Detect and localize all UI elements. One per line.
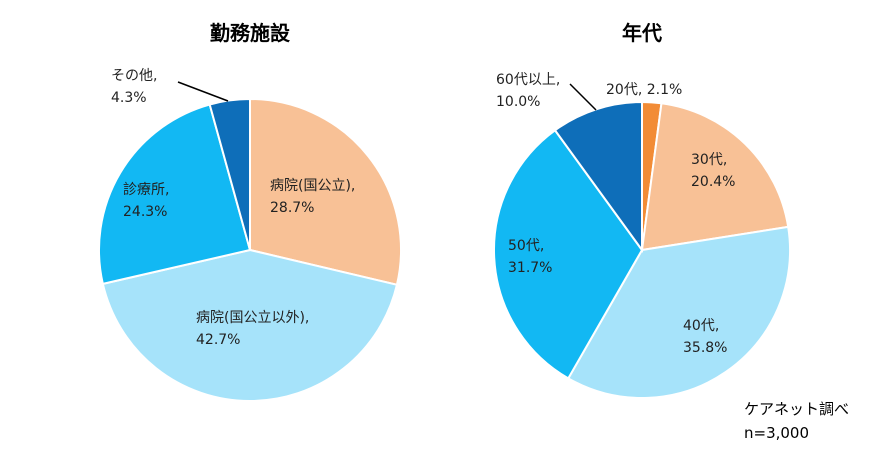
pie1-label-4: 60代以上, 10.0% — [496, 72, 560, 110]
pie0-label-2: 診療所, 24.3% — [123, 181, 169, 220]
pie1-slice-3 — [493, 128, 644, 380]
source-note: ケアネット調べ — [744, 400, 850, 418]
pie1-slice-2 — [566, 225, 791, 399]
age-pie — [493, 100, 791, 399]
pie0-label-3: その他, 4.3% — [111, 68, 157, 106]
pie0-slice-2 — [98, 103, 252, 286]
facility-pie — [98, 97, 402, 403]
chart-title-facility: 勤務施設 — [210, 21, 291, 45]
pie0-leader-3 — [177, 81, 229, 102]
pie1-label-2: 40代, 35.8% — [683, 318, 727, 356]
pie0-label-0: 病院(国公立), 28.7% — [270, 178, 355, 216]
pie1-slice-1 — [640, 102, 790, 252]
chart-title-age: 年代 — [622, 21, 662, 45]
pie1-leader-4 — [569, 83, 597, 111]
pie0-label-1: 病院(国公立以外), 42.7% — [196, 310, 309, 348]
pie1-label-0: 20代, 2.1% — [606, 82, 682, 98]
sample-size-note: n=3,000 — [744, 424, 810, 442]
pie1-label-1: 30代, 20.4% — [691, 152, 735, 190]
pie1-label-3: 50代, 31.7% — [508, 238, 552, 276]
slice-labels: 病院(国公立), 28.7% 病院(国公立以外), 42.7% 診療所, 24.3% その他… — [111, 68, 735, 356]
pie0-slice-1 — [101, 248, 399, 403]
pie0-slice-0 — [249, 97, 402, 286]
pie0-slice-3 — [208, 97, 251, 251]
